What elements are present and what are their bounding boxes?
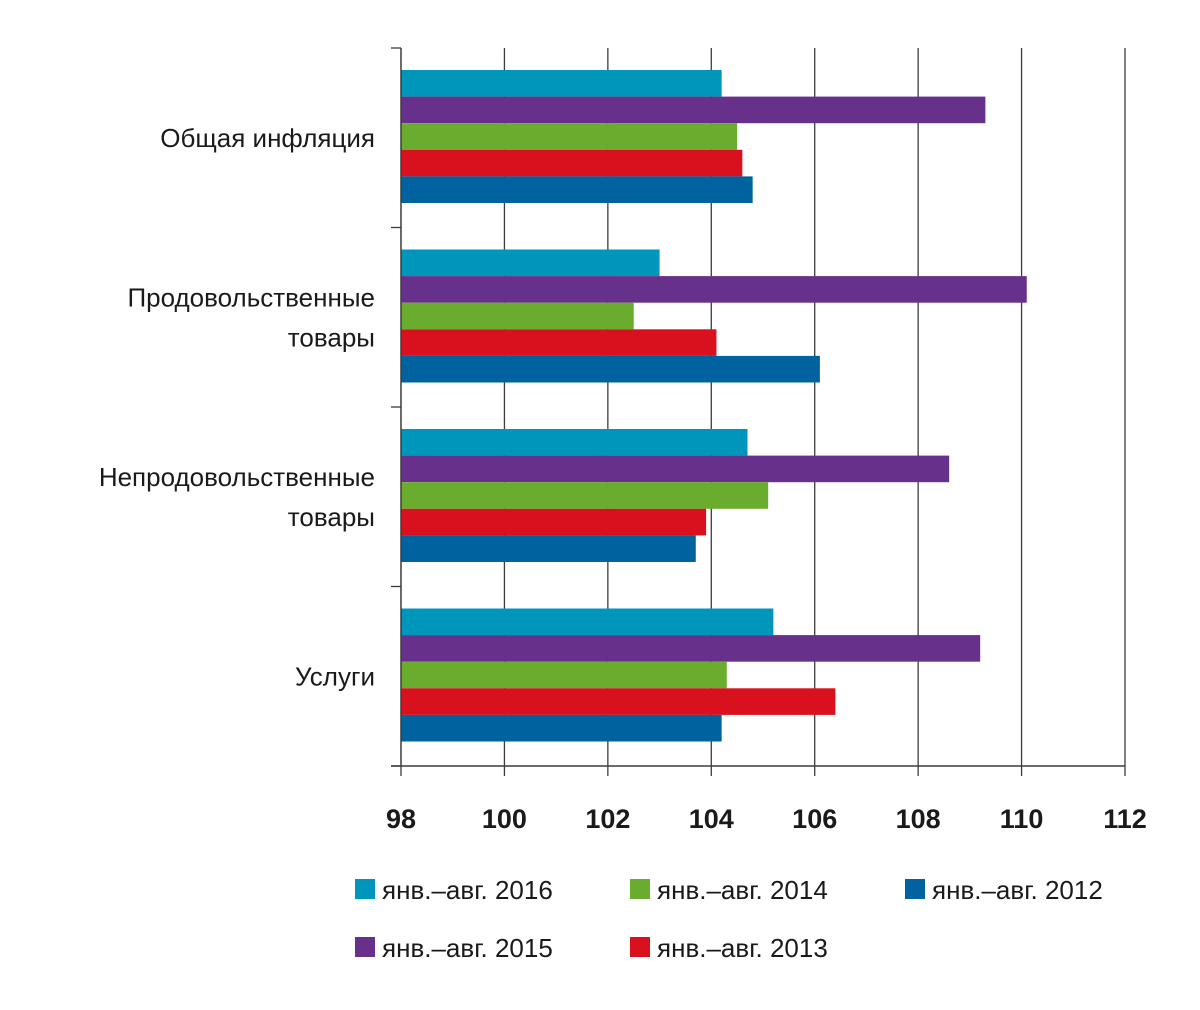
bar-1-2013 [401,149,743,177]
bar-1-2012 [401,176,753,203]
legend-swatch [905,879,925,899]
legend-label: янв.–авг. 2015 [382,933,553,963]
bar-3-2012 [401,535,696,562]
x-tick-label: 100 [482,804,527,834]
bar-1-2014 [401,123,738,150]
bar-1-2016 [401,70,722,97]
category-label: товары [288,502,375,532]
legend-label: янв.–авг. 2013 [657,933,828,963]
bar-3-2015 [401,455,950,483]
bar-2-2016 [401,249,660,277]
x-tick-label: 110 [1000,804,1044,834]
legend-swatch [355,879,375,899]
legend-swatch [630,937,650,957]
category-label: Услуги [295,661,375,691]
bar-3-2016 [401,429,748,456]
bar-1-2015 [401,96,986,124]
x-tick-label: 104 [689,804,734,834]
bar-4-2016 [401,608,774,636]
legend-label: янв.–авг. 2016 [382,875,553,905]
bar-2-2015 [401,276,1027,303]
bar-3-2014 [401,482,769,509]
x-tick-label: 106 [792,804,837,834]
legend-label: янв.–авг. 2012 [932,875,1103,905]
category-label: товары [288,322,375,352]
bar-3-2013 [401,508,707,536]
bar-4-2013 [401,688,836,715]
bar-4-2015 [401,635,981,662]
x-tick-label: 102 [585,804,630,834]
category-label: Продовольственные [127,282,375,312]
x-tick-label: 108 [896,804,941,834]
x-tick-label: 112 [1103,804,1147,834]
legend-label: янв.–авг. 2014 [657,875,828,905]
bar-4-2014 [401,661,727,689]
x-tick-label: 98 [386,804,416,834]
bar-4-2012 [401,714,722,742]
bar-2-2013 [401,329,717,356]
legend-swatch [630,879,650,899]
category-label: Непродовольственные [99,462,375,492]
bar-2-2014 [401,302,634,330]
bar-2-2012 [401,355,820,383]
legend-swatch [355,937,375,957]
category-label: Общая инфляция [160,123,375,153]
